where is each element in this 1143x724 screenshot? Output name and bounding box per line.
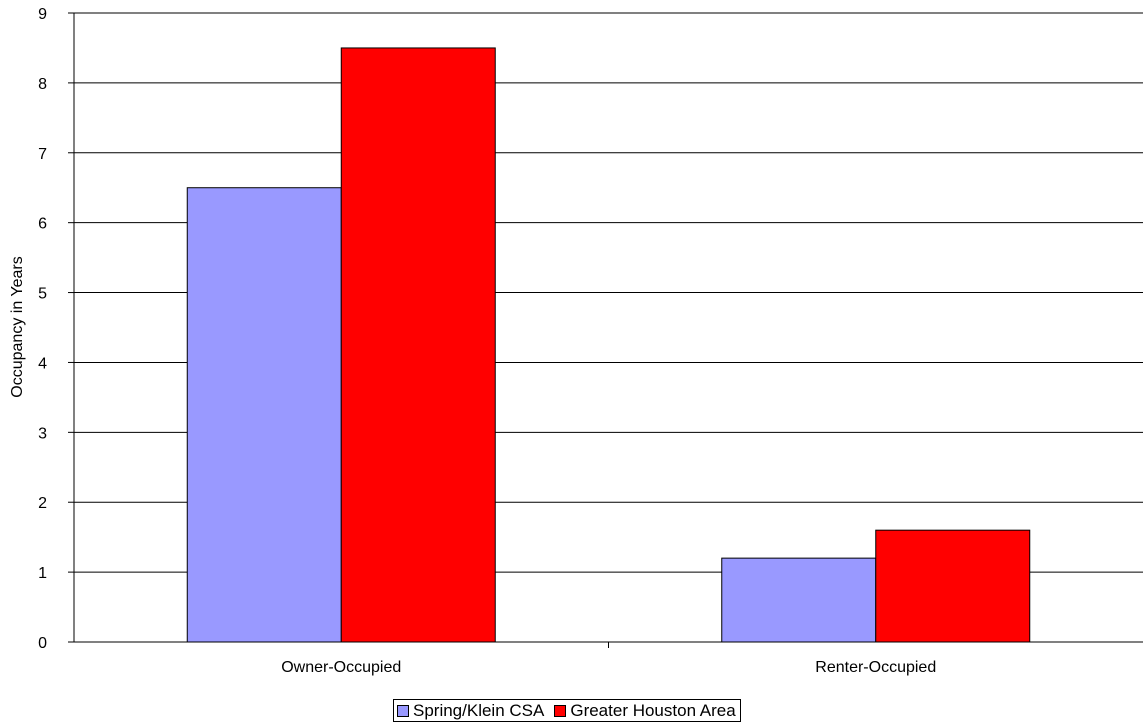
y-tick-label: 2 xyxy=(38,495,47,512)
bar-greater-houston xyxy=(875,529,1031,643)
x-tick-label: Owner-Occupied xyxy=(281,659,401,676)
bar-spring-klein xyxy=(186,187,342,643)
y-tick-label: 7 xyxy=(38,146,47,163)
legend-label-greater-houston: Greater Houston Area xyxy=(570,700,736,720)
y-tick-labels: 0 1 2 3 4 5 6 7 8 9 xyxy=(38,6,47,652)
y-axis-title: Occupancy in Years xyxy=(9,256,26,397)
legend-swatch-spring-klein xyxy=(397,704,409,717)
bars xyxy=(186,47,1031,643)
y-tick-label: 6 xyxy=(38,216,47,233)
legend-item-greater-houston: Greater Houston Area xyxy=(554,700,736,721)
y-tick-label: 3 xyxy=(38,425,47,442)
x-tick-labels: Owner-Occupied Renter-Occupied xyxy=(281,659,936,676)
y-tick-label: 5 xyxy=(38,286,47,303)
axes xyxy=(68,12,1143,648)
y-tick-label: 1 xyxy=(38,565,47,582)
y-tick-label: 8 xyxy=(38,76,47,93)
legend-swatch-greater-houston xyxy=(554,704,567,717)
legend: Spring/Klein CSA Greater Houston Area xyxy=(393,699,741,722)
x-tick-label: Renter-Occupied xyxy=(815,659,936,676)
legend-item-spring-klein: Spring/Klein CSA xyxy=(397,701,544,721)
legend-label-spring-klein: Spring/Klein CSA xyxy=(413,700,545,720)
bar-spring-klein xyxy=(721,557,877,643)
y-tick-label: 9 xyxy=(38,6,47,23)
y-tick-label: 4 xyxy=(38,355,47,372)
bar-greater-houston xyxy=(340,47,496,643)
y-tick-label: 0 xyxy=(38,635,47,652)
